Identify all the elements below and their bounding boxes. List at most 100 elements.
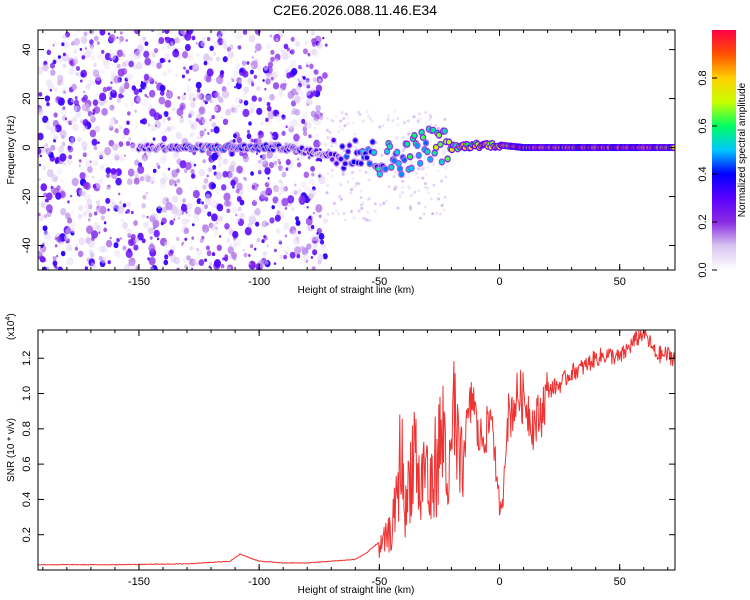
noise-blob [417,167,421,171]
noise-blob [110,106,114,111]
noise-blob [306,84,311,89]
noise-blob [141,214,146,219]
noise-blob [185,69,190,74]
noise-blob [151,212,156,218]
noise-blob [251,82,255,87]
noise-blob [59,153,67,162]
noise-blob [38,107,44,115]
noise-blob [243,100,249,106]
noise-blob [66,257,74,266]
noise-blob [251,95,257,102]
noise-blob [251,56,254,59]
noise-blob [302,130,308,137]
noise-blob [223,192,231,202]
noise-blob [315,104,321,112]
noise-blob [214,230,219,236]
noise-blob [134,237,140,243]
noise-blob [128,73,134,80]
noise-blob [70,136,75,143]
noise-blob [68,67,75,76]
noise-blob [133,170,139,177]
noise-blob [61,87,68,95]
noise-blob [237,45,242,50]
noise-blob [241,60,247,66]
y-tick-label: -20 [21,189,33,205]
noise-blob [366,114,370,118]
noise-blob [188,110,194,117]
spectrogram-main-band [135,125,675,178]
noise-blob [257,159,262,164]
band-core [419,130,424,135]
noise-blob [249,69,254,75]
noise-blob [159,237,168,247]
noise-blob [154,120,162,129]
noise-blob [152,226,156,230]
noise-blob [38,202,41,207]
noise-blob [186,85,192,93]
noise-blob [165,201,173,211]
snr-panel: -150 -100 -50 0 50 0.2 0.4 0.6 0.8 1.0 1.2 Height… [5,313,676,596]
noise-blob [112,92,117,99]
band-core [412,133,417,138]
noise-blob [227,50,234,58]
noise-blob [218,235,222,238]
noise-blob [112,117,116,121]
noise-blob [171,169,179,178]
noise-blob [57,74,64,83]
noise-blob [350,188,354,192]
noise-blob [300,92,306,100]
noise-blob [122,49,126,54]
noise-blob [342,212,346,216]
noise-blob [217,163,222,169]
noise-blob [62,52,66,57]
noise-blob [104,52,112,61]
noise-blob [303,186,310,195]
noise-blob [309,178,315,186]
noise-blob [212,164,217,170]
noise-blob [110,198,115,204]
noise-blob [392,175,396,179]
noise-blob [343,124,347,128]
noise-blob [360,206,364,210]
noise-blob [149,176,156,184]
noise-blob [175,73,178,78]
noise-blob [249,108,254,114]
noise-blob [421,176,425,180]
noise-blob [187,119,192,125]
noise-blob [170,115,173,119]
noise-blob [136,96,142,103]
noise-blob [228,171,235,180]
noise-blob [119,35,125,42]
spectrogram-y-axis-label: Frequency (Hz) [6,116,17,185]
noise-blob [248,214,256,224]
noise-blob [269,34,273,38]
noise-blob [261,239,265,244]
noise-blob [89,129,97,138]
noise-blob [88,46,95,54]
noise-blob [103,61,111,70]
noise-blob [240,190,243,194]
noise-blob [107,208,110,212]
noise-blob [198,106,206,115]
noise-blob [184,43,191,52]
noise-blob [352,216,356,220]
noise-blob [242,30,248,35]
noise-blob [234,86,237,89]
noise-blob [98,256,103,262]
noise-blob [177,216,180,220]
noise-blob [313,243,318,249]
noise-blob [170,41,174,46]
noise-blob [346,122,350,126]
noise-blob [307,52,311,57]
noise-blob [157,204,162,210]
noise-blob [55,192,62,200]
noise-blob [52,59,57,65]
noise-blob [38,132,44,141]
noise-blob [394,185,398,189]
band-core [405,141,410,147]
snr-y-multiplier: (x104) [5,313,17,340]
noise-blob [340,111,344,115]
noise-blob [168,179,175,186]
noise-blob [124,77,129,82]
noise-blob [322,72,328,79]
